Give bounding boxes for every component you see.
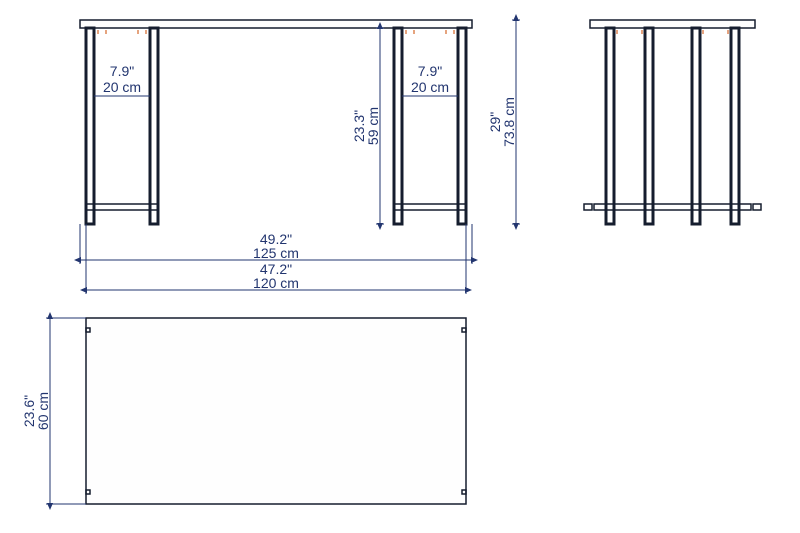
inner-height-cm: 59 cm [365, 107, 381, 145]
front-shelf-left [86, 204, 158, 210]
front-bracket-3 [446, 30, 454, 34]
side-leg-0 [606, 28, 614, 224]
top-view [86, 318, 466, 504]
total-width-cm: 125 cm [253, 245, 299, 261]
top-panel [86, 318, 466, 504]
front-leg-1 [150, 28, 158, 224]
leg-gap-left-in: 7.9" [110, 63, 134, 79]
side-leg-1 [645, 28, 653, 224]
side-shelf-ovL [584, 204, 592, 210]
total-height-cm: 73.8 cm [501, 97, 517, 147]
front-tabletop [80, 20, 472, 28]
leg-gap-right-in: 7.9" [418, 63, 442, 79]
front-leg-3 [458, 28, 466, 224]
front-bracket-0 [98, 30, 106, 34]
front-view: 7.9"20 cm7.9"20 cm [80, 20, 472, 224]
front-bracket-2 [406, 30, 414, 34]
front-leg-2 [394, 28, 402, 224]
front-bracket-1 [138, 30, 146, 34]
side-shelf [594, 204, 751, 210]
leg-gap-left-cm: 20 cm [103, 79, 141, 95]
leg-gap-right-cm: 20 cm [411, 79, 449, 95]
inner-width-cm: 120 cm [253, 275, 299, 291]
side-shelf-ovR [753, 204, 761, 210]
side-leg-2 [692, 28, 700, 224]
depth-cm: 60 cm [35, 392, 51, 430]
front-shelf-right [394, 204, 466, 210]
side-view [584, 20, 761, 224]
front-leg-0 [86, 28, 94, 224]
side-leg-3 [731, 28, 739, 224]
